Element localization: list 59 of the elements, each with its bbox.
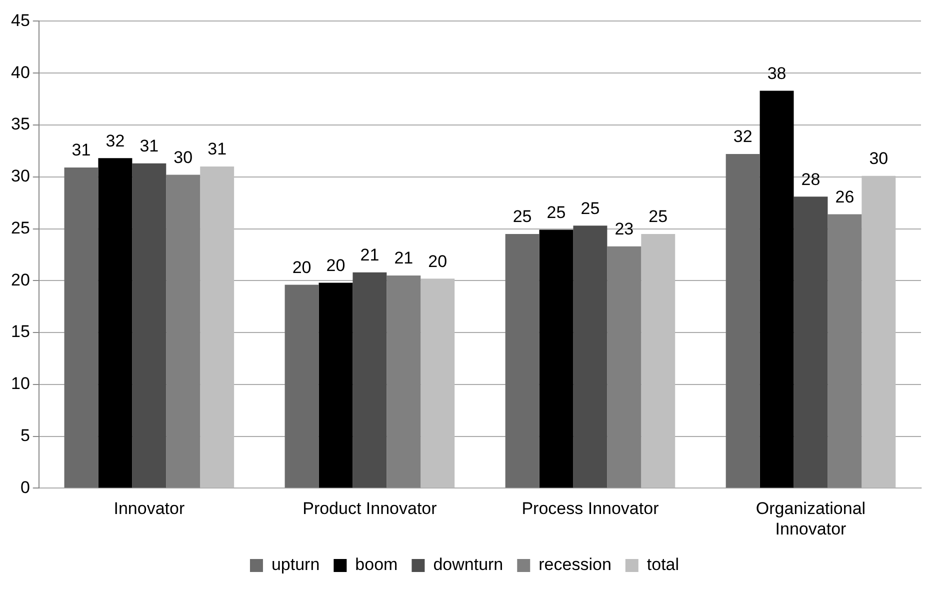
legend-label: upturn (271, 555, 320, 574)
bar (539, 230, 574, 488)
y-tick-label: 10 (10, 374, 30, 394)
data-label: 30 (174, 148, 193, 167)
data-label: 25 (580, 198, 600, 218)
y-tick-label: 15 (10, 322, 30, 342)
bar (98, 158, 132, 488)
data-label: 28 (801, 170, 820, 189)
bar (64, 168, 98, 488)
data-label: 26 (835, 187, 854, 206)
data-label: 20 (292, 258, 312, 277)
y-tick-label: 20 (10, 270, 30, 290)
data-label: 31 (208, 140, 227, 159)
y-tick-label: 35 (10, 114, 30, 134)
x-tick-label: Innovator (114, 499, 185, 518)
data-label: 21 (360, 246, 380, 265)
data-label: 20 (428, 252, 448, 271)
bar (828, 214, 862, 488)
data-label: 31 (72, 140, 91, 160)
bar (641, 234, 676, 488)
bar (760, 90, 794, 488)
bar (318, 282, 353, 488)
bar (794, 196, 828, 488)
bar (166, 174, 200, 488)
y-tick-label: 45 (10, 10, 30, 30)
y-tick-label: 25 (10, 218, 30, 238)
data-label: 30 (869, 149, 888, 168)
bar (726, 154, 760, 488)
legend-label: total (646, 555, 680, 574)
bar (386, 275, 421, 488)
bar (200, 166, 234, 488)
bar (607, 246, 642, 488)
bar (284, 284, 319, 488)
data-label: 23 (614, 220, 634, 239)
data-label: 38 (767, 64, 786, 83)
bar (352, 272, 387, 488)
legend-label: downturn (433, 555, 504, 574)
bar (420, 278, 455, 488)
data-label: 25 (648, 207, 668, 226)
data-label: 25 (512, 207, 532, 226)
data-label: 32 (733, 127, 752, 146)
bar (132, 163, 166, 488)
data-label: 20 (326, 256, 346, 275)
data-label: 21 (394, 248, 414, 268)
bar (505, 234, 540, 488)
y-tick-label: 0 (20, 478, 30, 497)
y-tick-label: 30 (10, 166, 30, 186)
legend-label: boom (355, 555, 398, 574)
x-tick-label: Product Innovator (302, 499, 438, 518)
data-label: 31 (140, 136, 159, 156)
x-tick-label: Organizational Innovator (756, 499, 866, 538)
bar (573, 226, 608, 488)
y-tick-label: 40 (10, 62, 30, 82)
y-tick-label: 5 (20, 426, 30, 445)
legend-label: recession (538, 555, 612, 574)
data-label: 32 (106, 131, 125, 150)
data-label: 25 (546, 202, 566, 222)
x-tick-label: Process Innovator (522, 499, 660, 518)
bar (862, 176, 896, 488)
